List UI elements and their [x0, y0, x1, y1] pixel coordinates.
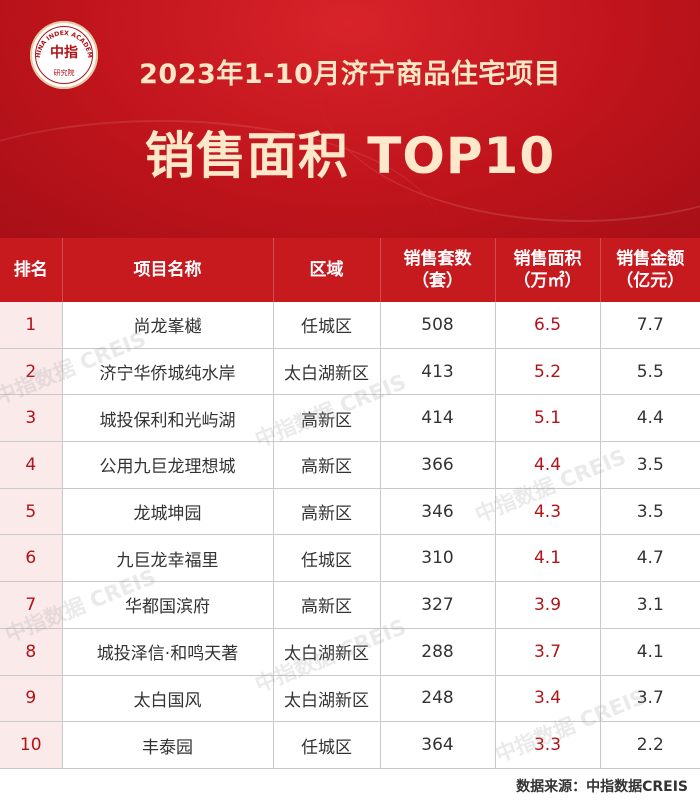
logo-ring-text: CHINA INDEX ACADEMY [30, 21, 93, 59]
column-header-label: 销售套数 [403, 249, 472, 269]
sales-area-cell: 3.9 [495, 581, 601, 629]
table-row: 6 九巨龙幸福里 任城区 310 4.1 4.7 [0, 534, 700, 583]
sales-area-cell: 6.5 [495, 302, 601, 349]
sales-amount-cell: 3.5 [600, 441, 700, 489]
column-header-unit: （亿元） [616, 271, 685, 291]
column-header: 区域 [273, 238, 381, 302]
units-sold-cell: 413 [380, 348, 496, 396]
units-sold-cell: 248 [380, 675, 496, 723]
sales-area-cell: 3.3 [495, 721, 601, 769]
data-source-note: 数据来源：中指数据CREIS [516, 779, 688, 795]
ranking-table: 排名 项目名称 区域 销售套数 （套） 销售面积 （万㎡） 销售金额 （亿元） 1 尚龙峯樾 任城区… [0, 238, 700, 769]
column-header: 项目名称 [62, 238, 274, 302]
column-header-unit: （万㎡） [513, 271, 582, 291]
column-header-unit: （套） [412, 271, 463, 291]
column-header: 销售面积 （万㎡） [495, 238, 601, 302]
project-name-cell: 济宁华侨城纯水岸 [62, 348, 274, 396]
sales-area-cell: 5.2 [495, 348, 601, 396]
project-name-cell: 华都国滨府 [62, 581, 274, 629]
table-row: 8 城投泽信·和鸣天著 太白湖新区 288 3.7 4.1 [0, 628, 700, 676]
rank-cell: 1 [0, 302, 63, 349]
sales-area-cell: 4.3 [495, 488, 601, 536]
table-row: 10 丰泰园 任城区 364 3.3 2.2 [0, 721, 700, 769]
project-name-cell: 九巨龙幸福里 [62, 534, 274, 583]
district-cell: 任城区 [273, 302, 381, 349]
rank-cell: 3 [0, 394, 63, 443]
district-cell: 高新区 [273, 488, 381, 536]
project-name-cell: 城投保利和光屿湖 [62, 394, 274, 443]
project-name-cell: 太白国风 [62, 675, 274, 723]
sales-amount-cell: 3.1 [600, 581, 700, 629]
table-row: 3 城投保利和光屿湖 高新区 414 5.1 4.4 [0, 394, 700, 443]
sales-amount-cell: 4.7 [600, 534, 700, 583]
sales-amount-cell: 2.2 [600, 721, 700, 769]
district-cell: 高新区 [273, 441, 381, 489]
sales-amount-cell: 4.1 [600, 628, 700, 676]
table-body: 1 尚龙峯樾 任城区 508 6.5 7.7 2 济宁华侨城纯水岸 太白湖新区 413 5.2 5.5… [0, 302, 700, 769]
table-row: 4 公用九巨龙理想城 高新区 366 4.4 3.5 [0, 441, 700, 489]
units-sold-cell: 346 [380, 488, 496, 536]
units-sold-cell: 414 [380, 394, 496, 443]
header-banner: CHINA INDEX ACADEMY 中指 研究院 2023年1-10月济宁商… [0, 0, 700, 238]
units-sold-cell: 364 [380, 721, 496, 769]
units-sold-cell: 327 [380, 581, 496, 629]
rank-cell: 4 [0, 441, 63, 489]
page-title: 2023年1-10月济宁商品住宅项目 [139, 59, 561, 90]
district-cell: 任城区 [273, 534, 381, 583]
sales-amount-cell: 4.4 [600, 394, 700, 443]
district-cell: 太白湖新区 [273, 675, 381, 723]
rank-cell: 6 [0, 534, 63, 583]
sales-amount-cell: 5.5 [600, 348, 700, 396]
sales-area-cell: 3.7 [495, 628, 601, 676]
rank-cell: 9 [0, 675, 63, 723]
district-cell: 任城区 [273, 721, 381, 769]
column-header-label: 排名 [13, 260, 48, 280]
column-header: 排名 [0, 238, 63, 302]
rank-cell: 8 [0, 628, 63, 676]
page-subtitle: 销售面积 TOP10 [144, 127, 556, 185]
column-header: 销售套数 （套） [380, 238, 496, 302]
sales-amount-cell: 7.7 [600, 302, 700, 349]
sales-area-cell: 5.1 [495, 394, 601, 443]
column-header-label: 销售面积 [513, 249, 582, 269]
logo-ring [35, 26, 93, 84]
china-index-academy-logo: CHINA INDEX ACADEMY 中指 研究院 [30, 21, 98, 89]
district-cell: 高新区 [273, 394, 381, 443]
table-row: 9 太白国风 太白湖新区 248 3.4 3.7 [0, 675, 700, 723]
column-header-label: 项目名称 [133, 260, 202, 280]
district-cell: 太白湖新区 [273, 348, 381, 396]
logo-mark: 中指 [50, 45, 78, 61]
rank-cell: 2 [0, 348, 63, 396]
units-sold-cell: 288 [380, 628, 496, 676]
units-sold-cell: 310 [380, 534, 496, 583]
table-row: 1 尚龙峯樾 任城区 508 6.5 7.7 [0, 302, 700, 349]
units-sold-cell: 366 [380, 441, 496, 489]
logo-subtext: 研究院 [53, 69, 75, 77]
district-cell: 高新区 [273, 581, 381, 629]
table-row: 5 龙城坤园 高新区 346 4.3 3.5 [0, 488, 700, 536]
table-header-row: 排名 项目名称 区域 销售套数 （套） 销售面积 （万㎡） 销售金额 （亿元） [0, 238, 700, 302]
project-name-cell: 公用九巨龙理想城 [62, 441, 274, 489]
table-row: 7 华都国滨府 高新区 327 3.9 3.1 [0, 581, 700, 629]
rank-cell: 10 [0, 721, 63, 769]
sales-area-cell: 4.4 [495, 441, 601, 489]
rank-cell: 7 [0, 581, 63, 629]
column-header-label: 区域 [309, 260, 344, 280]
column-header: 销售金额 （亿元） [600, 238, 700, 302]
project-name-cell: 尚龙峯樾 [62, 302, 274, 349]
project-name-cell: 丰泰园 [62, 721, 274, 769]
sales-area-cell: 3.4 [495, 675, 601, 723]
column-header-label: 销售金额 [616, 249, 685, 269]
sales-amount-cell: 3.5 [600, 488, 700, 536]
sales-area-cell: 4.1 [495, 534, 601, 583]
project-name-cell: 龙城坤园 [62, 488, 274, 536]
units-sold-cell: 508 [380, 302, 496, 349]
table-row: 2 济宁华侨城纯水岸 太白湖新区 413 5.2 5.5 [0, 348, 700, 396]
sales-amount-cell: 3.7 [600, 675, 700, 723]
rank-cell: 5 [0, 488, 63, 536]
district-cell: 太白湖新区 [273, 628, 381, 676]
project-name-cell: 城投泽信·和鸣天著 [62, 628, 274, 676]
